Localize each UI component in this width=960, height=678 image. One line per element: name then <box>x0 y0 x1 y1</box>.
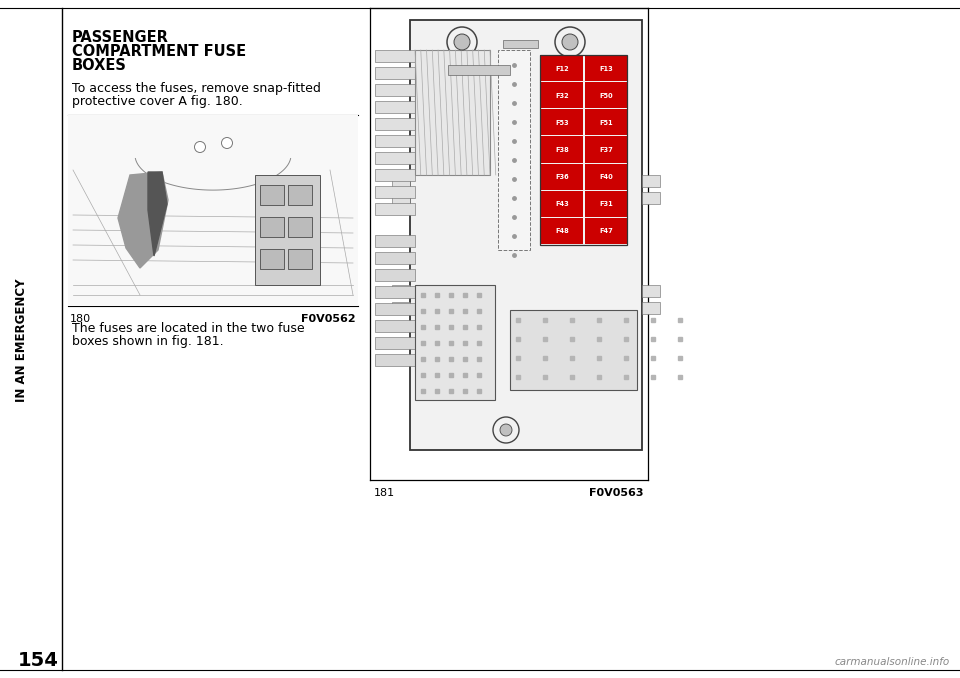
Bar <box>375 252 415 264</box>
Text: F50: F50 <box>599 93 613 99</box>
Bar <box>375 186 415 198</box>
Text: F12: F12 <box>555 66 568 72</box>
Circle shape <box>493 417 519 443</box>
Bar <box>260 217 284 237</box>
Bar <box>68 115 358 306</box>
Bar <box>540 191 583 217</box>
Bar <box>375 84 415 96</box>
Text: boxes shown in fig. 181.: boxes shown in fig. 181. <box>72 335 224 348</box>
Bar <box>642 285 660 297</box>
Bar <box>585 191 627 217</box>
Bar <box>540 55 583 81</box>
Text: 154: 154 <box>18 650 59 669</box>
Bar <box>540 163 583 190</box>
Bar <box>375 320 415 332</box>
Bar <box>375 101 415 113</box>
Text: F38: F38 <box>555 147 568 153</box>
Bar <box>585 218 627 244</box>
Text: 181: 181 <box>374 488 396 498</box>
Text: F0V0562: F0V0562 <box>301 314 356 324</box>
Bar <box>585 109 627 136</box>
Bar <box>375 203 415 215</box>
Bar <box>498 50 530 250</box>
Polygon shape <box>148 172 167 256</box>
Text: BOXES: BOXES <box>72 58 127 73</box>
Bar <box>375 67 415 79</box>
Text: F36: F36 <box>555 174 568 180</box>
Bar <box>392 175 410 187</box>
Text: F0V0563: F0V0563 <box>589 488 644 498</box>
Bar <box>68 115 358 306</box>
Bar <box>540 109 583 136</box>
Bar <box>510 310 637 390</box>
Bar <box>415 285 495 400</box>
Bar <box>255 175 320 285</box>
Text: F37: F37 <box>599 147 613 153</box>
Text: The fuses are located in the two fuse: The fuses are located in the two fuse <box>72 322 304 335</box>
Bar <box>540 218 583 244</box>
Text: F31: F31 <box>599 201 613 207</box>
Circle shape <box>447 27 477 57</box>
Bar <box>260 249 284 269</box>
Bar <box>448 65 510 75</box>
Text: F43: F43 <box>555 201 568 207</box>
Text: F53: F53 <box>555 120 568 126</box>
Bar <box>540 82 583 108</box>
Bar <box>585 136 627 163</box>
Bar <box>375 135 415 147</box>
Bar <box>375 286 415 298</box>
Circle shape <box>222 138 232 148</box>
Text: F47: F47 <box>599 228 613 235</box>
Bar <box>642 302 660 314</box>
Text: protective cover A fig. 180.: protective cover A fig. 180. <box>72 95 243 108</box>
Text: PASSENGER: PASSENGER <box>72 30 169 45</box>
Text: F51: F51 <box>599 120 613 126</box>
Bar <box>375 303 415 315</box>
Bar <box>375 152 415 164</box>
Text: F32: F32 <box>555 93 568 99</box>
Bar <box>392 192 410 204</box>
Bar <box>260 185 284 205</box>
Bar <box>375 169 415 181</box>
Polygon shape <box>118 172 168 268</box>
Text: COMPARTMENT FUSE: COMPARTMENT FUSE <box>72 44 246 59</box>
Bar <box>375 269 415 281</box>
Bar <box>375 50 415 62</box>
Bar <box>415 50 490 175</box>
Text: IN AN EMERGENCY: IN AN EMERGENCY <box>15 278 29 402</box>
Bar <box>375 118 415 130</box>
Circle shape <box>555 27 585 57</box>
Circle shape <box>195 142 205 153</box>
Bar <box>375 235 415 247</box>
Circle shape <box>454 34 470 50</box>
Text: F48: F48 <box>555 228 568 235</box>
Text: F13: F13 <box>599 66 613 72</box>
Bar <box>540 55 627 245</box>
Bar <box>585 55 627 81</box>
Circle shape <box>500 424 512 436</box>
Bar <box>392 302 410 314</box>
Bar <box>288 217 312 237</box>
Bar <box>642 192 660 204</box>
Bar <box>585 163 627 190</box>
Bar <box>375 354 415 366</box>
Bar <box>642 175 660 187</box>
Bar <box>288 249 312 269</box>
Text: 180: 180 <box>70 314 91 324</box>
Bar <box>503 40 538 48</box>
Text: carmanualsonline.info: carmanualsonline.info <box>835 657 950 667</box>
Bar <box>540 136 583 163</box>
Text: F40: F40 <box>599 174 613 180</box>
Circle shape <box>562 34 578 50</box>
Bar <box>585 82 627 108</box>
Bar <box>410 20 642 450</box>
Bar <box>375 337 415 349</box>
Bar <box>392 285 410 297</box>
Bar <box>288 185 312 205</box>
Text: To access the fuses, remove snap-fitted: To access the fuses, remove snap-fitted <box>72 82 321 95</box>
